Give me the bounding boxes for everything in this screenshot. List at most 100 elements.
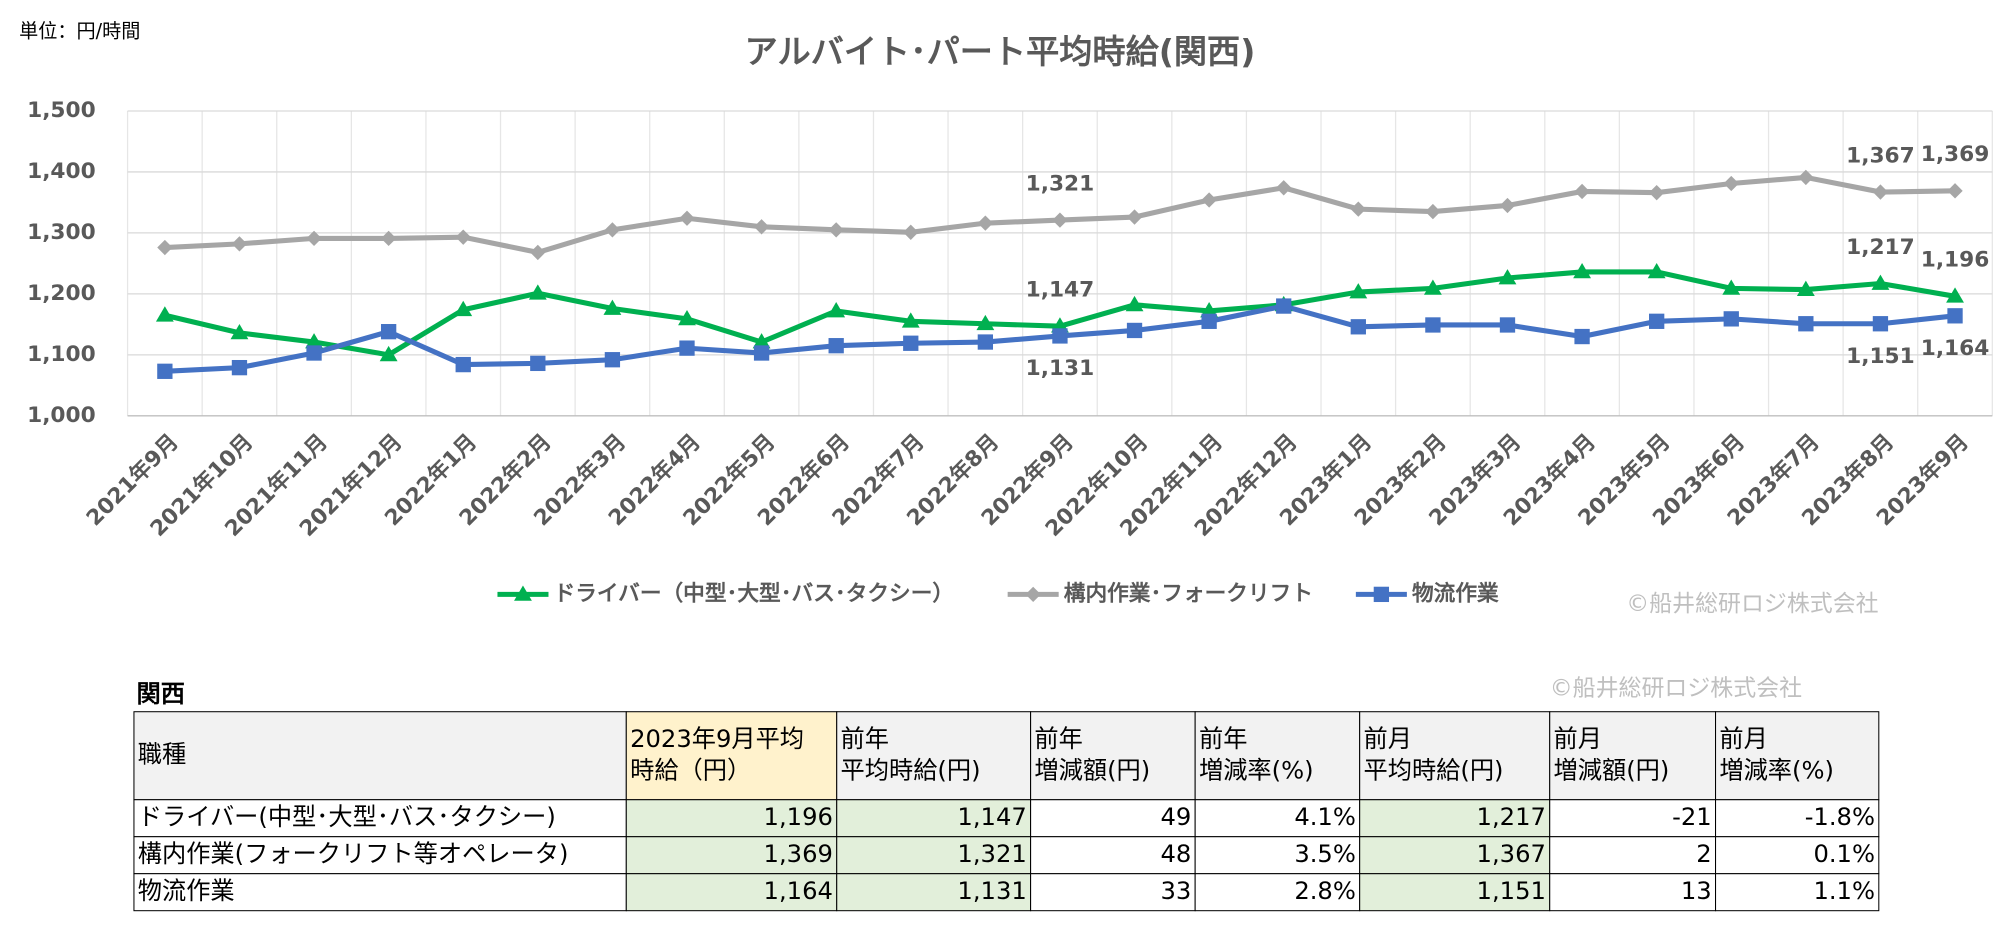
marker: [157, 363, 173, 379]
marker: [1498, 269, 1517, 285]
table-text: 1,367: [1477, 840, 1546, 868]
header-text: 前月: [1554, 725, 1602, 753]
marker: [903, 224, 919, 240]
table-text: 1,151: [1477, 877, 1546, 905]
chart-title: アルバイト･パート平均時給(関西): [745, 32, 1256, 71]
watermark: ©船井総研ロジ株式会社: [1626, 591, 1878, 617]
header-text: 平均時給(円): [1364, 757, 1504, 785]
data-label: 1,164: [1921, 336, 1990, 361]
marker: [1423, 279, 1442, 295]
header-text: 平均時給(円): [841, 757, 981, 785]
marker: [1947, 308, 1963, 324]
marker: [1201, 192, 1217, 208]
marker: [306, 230, 322, 247]
header-text: 前年: [1034, 725, 1082, 753]
marker: [1200, 302, 1219, 318]
marker: [604, 352, 621, 368]
data-label: 1,369: [1921, 142, 1990, 167]
table-text: 0.1%: [1813, 840, 1875, 868]
marker: [679, 340, 695, 356]
table-title: 関西: [136, 680, 184, 708]
marker: [380, 324, 397, 340]
marker: [1872, 184, 1889, 200]
marker: [1350, 201, 1366, 217]
table-cell: [1549, 836, 1717, 875]
marker: [828, 338, 844, 354]
marker: [1722, 279, 1741, 295]
table-cell: [836, 836, 1032, 875]
marker: [1052, 328, 1068, 344]
marker: [454, 300, 473, 317]
marker: [1425, 317, 1441, 333]
table-text: 1,321: [957, 840, 1026, 868]
marker: [1276, 180, 1292, 196]
marker: [530, 355, 546, 372]
legend-label: 物流作業: [1412, 580, 1499, 606]
table-text: 1,196: [764, 803, 833, 831]
marker: [1798, 169, 1814, 186]
table-cell: [133, 873, 627, 912]
marker: [604, 222, 621, 238]
header-text: 前年: [1199, 725, 1247, 753]
table-text: 1,131: [957, 877, 1026, 905]
marker: [379, 345, 398, 362]
marker: [514, 585, 532, 601]
marker: [1126, 322, 1143, 339]
marker: [1723, 311, 1739, 327]
header-text: 前年: [841, 725, 889, 753]
marker: [752, 333, 771, 349]
legend-label: ドライバー（中型･大型･バス･タクシー）: [554, 581, 955, 606]
marker: [1052, 212, 1068, 228]
table-cell: [1359, 799, 1551, 838]
marker: [455, 229, 471, 245]
table-text: 2: [1696, 840, 1711, 868]
marker: [679, 210, 695, 226]
marker: [530, 244, 546, 261]
marker: [828, 222, 844, 238]
table-cell: [1359, 873, 1551, 912]
data-label: 1,217: [1846, 235, 1915, 260]
header-cell: [133, 711, 627, 801]
y-tick-label: 1,200: [27, 281, 96, 306]
table-text: -1.8%: [1805, 803, 1875, 831]
table-text: 33: [1160, 877, 1191, 905]
marker: [827, 302, 846, 318]
table-cell: [625, 836, 838, 875]
table-cell: [625, 873, 838, 912]
marker: [230, 323, 249, 340]
data-label: 1,321: [1026, 171, 1095, 196]
table-cell: [1715, 836, 1880, 875]
marker: [903, 335, 919, 351]
table-cell: [133, 799, 627, 838]
marker: [1574, 183, 1590, 200]
marker: [1349, 283, 1368, 299]
marker: [1872, 316, 1889, 332]
table-text: 物流作業: [138, 877, 235, 905]
marker: [1373, 586, 1390, 603]
marker: [1499, 317, 1516, 333]
header-text: 前月: [1364, 725, 1412, 753]
table-text: 3.5%: [1294, 840, 1356, 868]
table-cell: [625, 799, 838, 838]
marker: [1276, 298, 1292, 314]
marker: [1573, 262, 1592, 279]
header-text: 増減率(%): [1719, 757, 1834, 785]
marker: [528, 284, 547, 300]
header-text: 前月: [1719, 725, 1767, 753]
data-label: 1,196: [1921, 248, 1990, 273]
table-text: 48: [1160, 840, 1191, 868]
table-text: 1.1%: [1813, 877, 1875, 905]
marker: [1649, 313, 1665, 329]
marker: [1125, 295, 1144, 312]
marker: [1126, 209, 1143, 225]
table-cell: [1194, 836, 1361, 875]
table-text: 4.1%: [1294, 803, 1356, 831]
marker: [753, 345, 770, 361]
table-cell: [1194, 799, 1361, 838]
marker: [231, 359, 248, 376]
table-text: 1,369: [764, 840, 833, 868]
table-text: 1,164: [764, 877, 833, 905]
marker: [1425, 203, 1441, 220]
table-text: ドライバー(中型･大型･バス･タクシー): [138, 803, 556, 831]
table-cell: [1715, 873, 1880, 912]
